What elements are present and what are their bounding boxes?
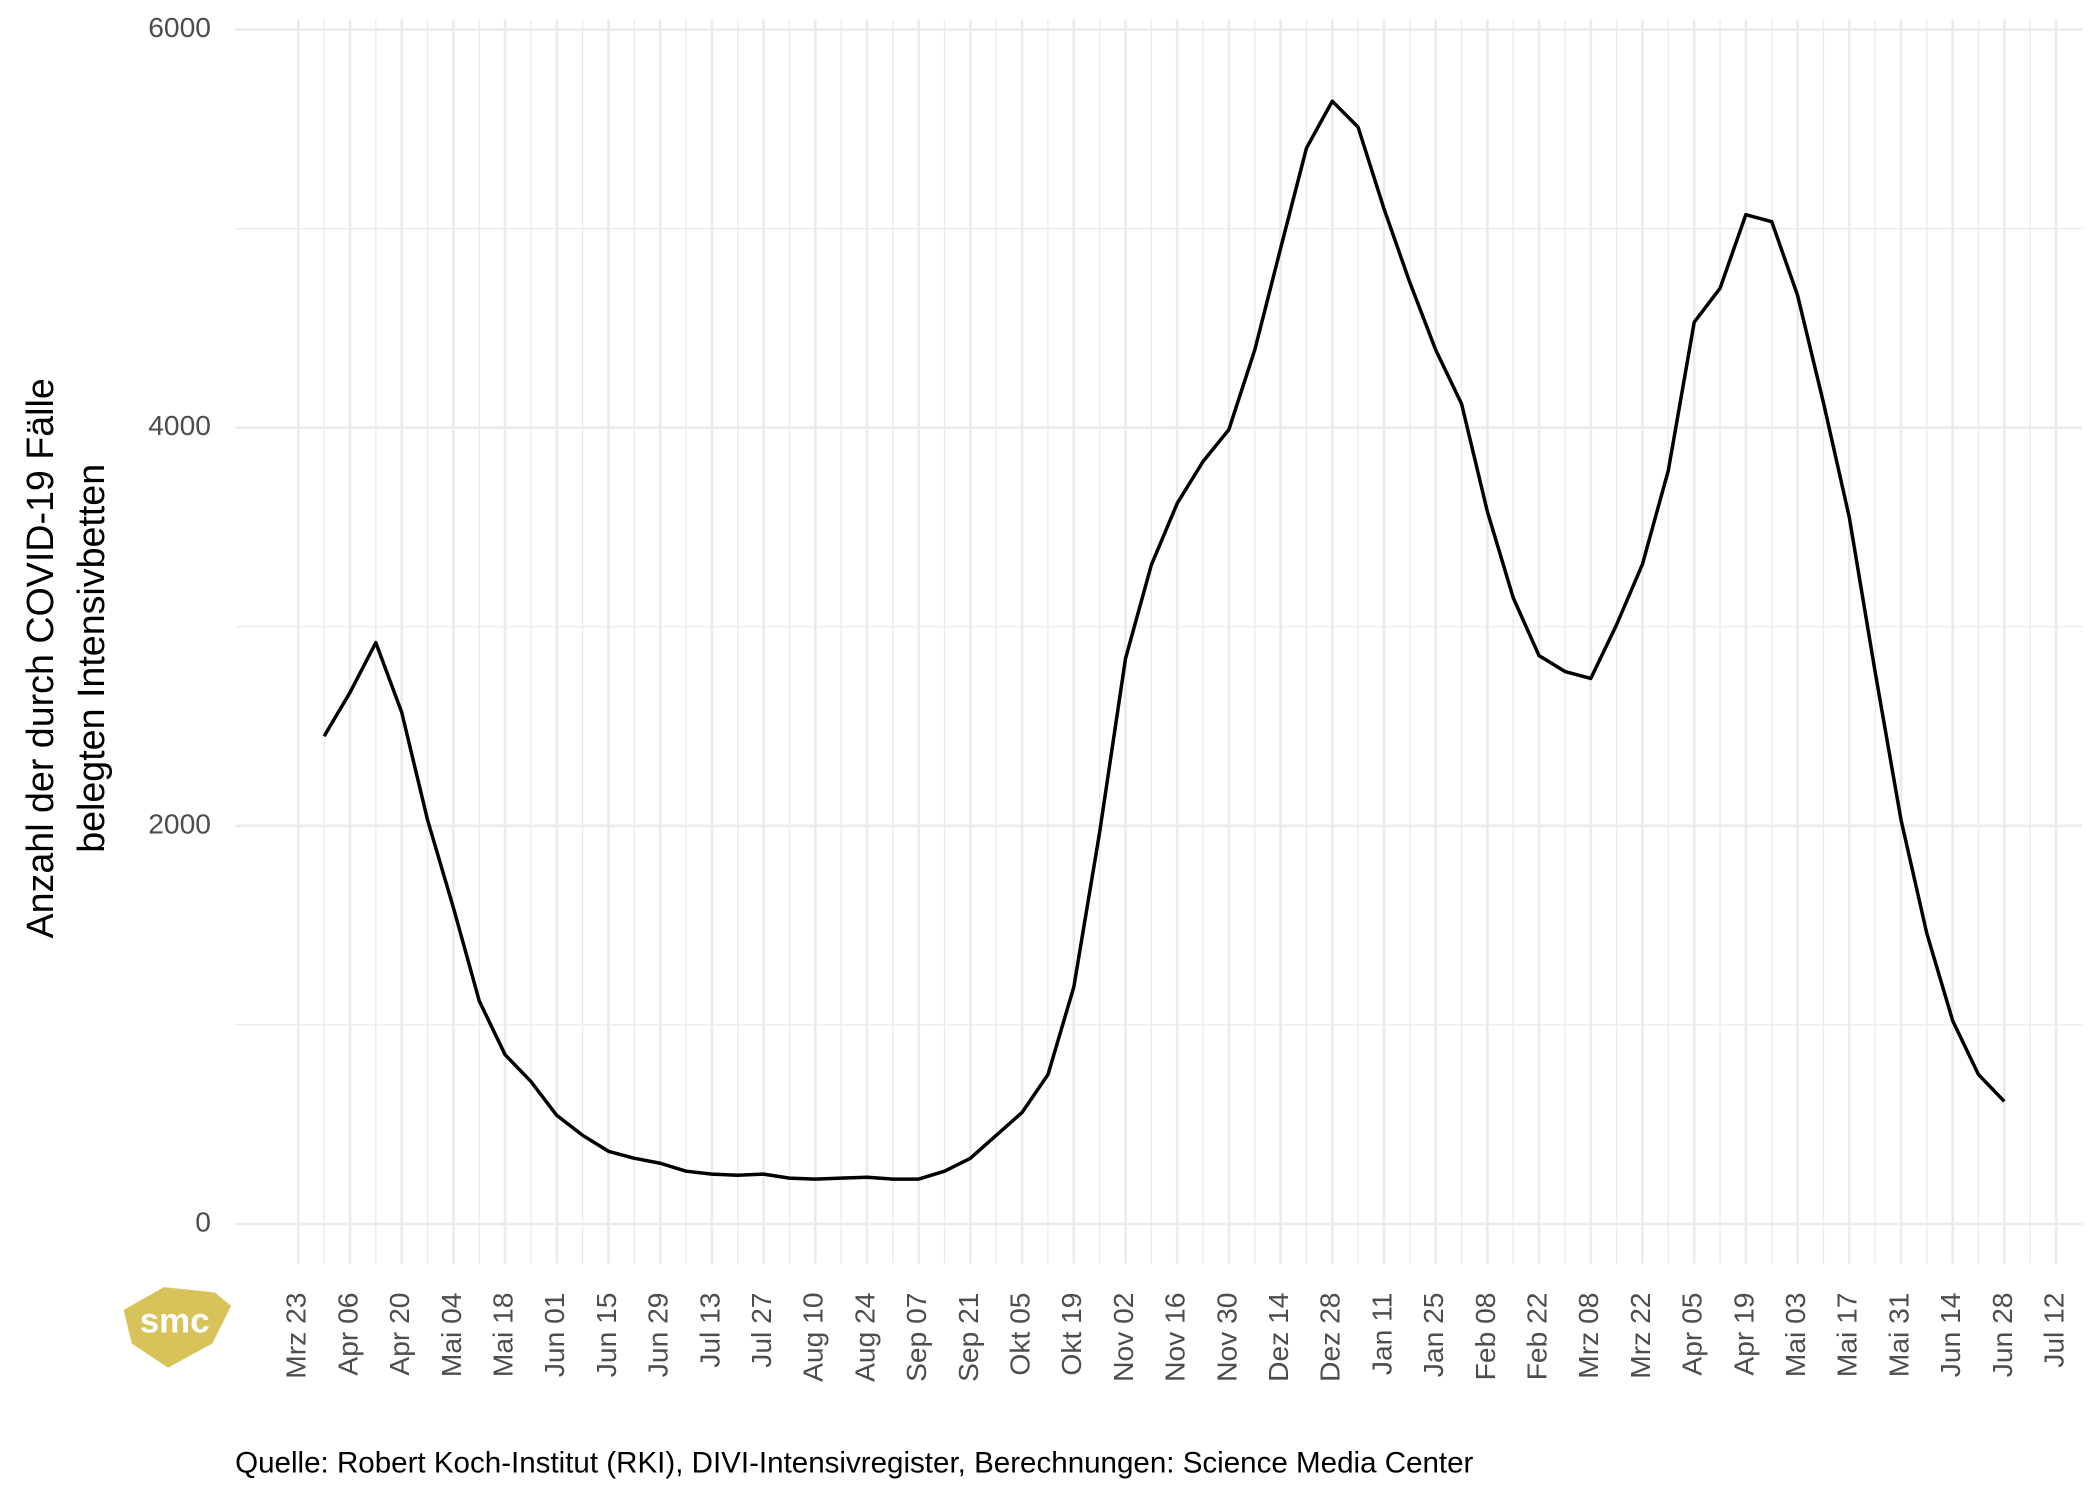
x-tick-label: Mrz 22: [1624, 1292, 1656, 1378]
x-tick-label: Feb 08: [1469, 1292, 1501, 1380]
x-tick-label: Jul 13: [693, 1292, 725, 1367]
x-tick-label: Jan 11: [1365, 1292, 1397, 1375]
x-tick-label: Apr 06: [331, 1292, 363, 1375]
y-axis-title: Anzahl der durch COVID-19 Fälle: [19, 378, 61, 938]
x-tick-label: Nov 30: [1210, 1292, 1242, 1381]
x-tick-label: Jun 01: [538, 1292, 570, 1377]
x-tick-label: Jul 27: [745, 1292, 777, 1367]
x-tick-label: Dez 28: [1314, 1292, 1346, 1381]
x-tick-label: Apr 05: [1676, 1292, 1708, 1375]
logo-text: smc: [140, 1302, 210, 1341]
logo-shape: [123, 1287, 232, 1368]
x-tick-label: Jun 29: [642, 1292, 674, 1377]
line: [322, 99, 2006, 1181]
plot: [322, 99, 2006, 1181]
x-tick-label: Nov 02: [1107, 1292, 1139, 1381]
y-tick-label: 4000: [148, 409, 211, 441]
grid: [235, 19, 2083, 1264]
y-tick-label: 2000: [148, 807, 211, 839]
y-tick-label: 0: [195, 1205, 211, 1237]
x-tick-label: Mai 17: [1831, 1292, 1863, 1377]
x-tick-label: Nov 16: [1159, 1292, 1191, 1381]
x-tick-label: Sep 07: [900, 1292, 932, 1381]
x-tick-label: Mai 31: [1882, 1292, 1914, 1377]
logo: smc: [123, 1287, 232, 1368]
x-tick-label: Jun 15: [590, 1292, 622, 1377]
x-tick-label: Aug 24: [848, 1292, 880, 1381]
x-tick-label: Mai 04: [435, 1292, 467, 1377]
x-tick-label: Okt 19: [1055, 1292, 1087, 1375]
x-tick-label: Mai 03: [1779, 1292, 1811, 1377]
x-tick-label: Apr 20: [383, 1292, 415, 1375]
x-tick-label: Jun 28: [1986, 1292, 2018, 1377]
x-tick-label: Jun 14: [1934, 1292, 1966, 1377]
x-tick-label: Sep 21: [952, 1292, 984, 1381]
y-tick-label: 6000: [148, 11, 211, 43]
x-tick-label: Mrz 08: [1572, 1292, 1604, 1378]
x-tick-label: Dez 14: [1262, 1292, 1294, 1381]
x-tick-label: Feb 22: [1521, 1292, 1553, 1380]
x-tick-label: Apr 19: [1727, 1292, 1759, 1375]
y-axis-title: belegten Intensivbetten: [70, 464, 112, 853]
x-tick-label: Jan 25: [1417, 1292, 1449, 1377]
x-tick-label: Okt 05: [1004, 1292, 1036, 1375]
x-tick-label: Aug 10: [797, 1292, 829, 1381]
x-tick-label: Mai 18: [487, 1292, 519, 1377]
x-tick-label: Jul 12: [2038, 1292, 2070, 1367]
x-tick-label: Mrz 23: [280, 1292, 312, 1378]
source-caption: Quelle: Robert Koch-Institut (RKI), DIVI…: [235, 1446, 1473, 1479]
